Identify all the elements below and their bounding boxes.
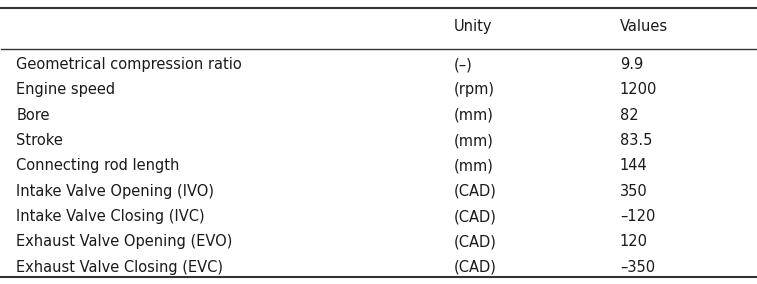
Text: (CAD): (CAD) [454,209,497,224]
Text: (CAD): (CAD) [454,184,497,199]
Text: Unity: Unity [454,19,492,34]
Text: Bore: Bore [17,108,50,123]
Text: (CAD): (CAD) [454,234,497,249]
Text: –120: –120 [620,209,656,224]
Text: 144: 144 [620,158,647,174]
Text: (CAD): (CAD) [454,260,497,275]
Text: Intake Valve Opening (IVO): Intake Valve Opening (IVO) [17,184,214,199]
Text: 9.9: 9.9 [620,57,643,72]
Text: Engine speed: Engine speed [17,82,116,97]
Text: (–): (–) [454,57,472,72]
Text: (mm): (mm) [454,158,494,174]
Text: Stroke: Stroke [17,133,64,148]
Text: 1200: 1200 [620,82,657,97]
Text: 82: 82 [620,108,638,123]
Text: Geometrical compression ratio: Geometrical compression ratio [17,57,242,72]
Text: Connecting rod length: Connecting rod length [17,158,180,174]
Text: (mm): (mm) [454,108,494,123]
Text: (rpm): (rpm) [454,82,495,97]
Text: Exhaust Valve Closing (EVC): Exhaust Valve Closing (EVC) [17,260,223,275]
Text: Intake Valve Closing (IVC): Intake Valve Closing (IVC) [17,209,205,224]
Text: –350: –350 [620,260,655,275]
Text: 83.5: 83.5 [620,133,653,148]
Text: Exhaust Valve Opening (EVO): Exhaust Valve Opening (EVO) [17,234,233,249]
Text: Values: Values [620,19,668,34]
Text: 350: 350 [620,184,647,199]
Text: (mm): (mm) [454,133,494,148]
Text: 120: 120 [620,234,648,249]
